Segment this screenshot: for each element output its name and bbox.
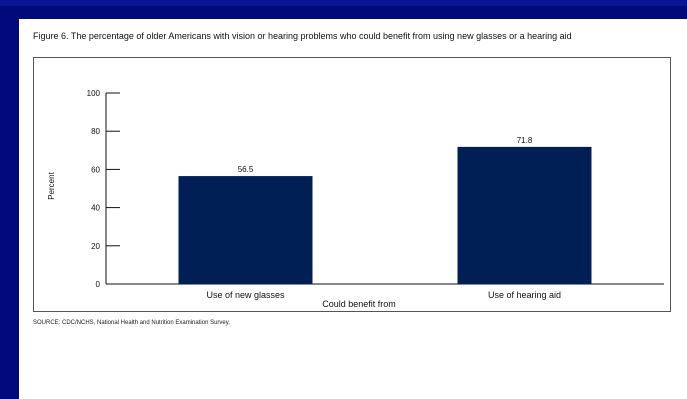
- bar-chart: 0 20 40 60 80 100 56.5 Use of new glasses 71.8 U…: [47, 89, 664, 309]
- x-axis-label: Could benefit from: [322, 299, 396, 309]
- y-tick-label: 60: [91, 165, 100, 174]
- y-tick-label: 40: [91, 204, 100, 213]
- bar-data-label: 71.8: [517, 136, 533, 145]
- x-category-label: Use of hearing aid: [488, 290, 561, 300]
- source-note: SOURCE: CDC/NCHS, National Health and Nu…: [33, 320, 230, 326]
- figure-title: Figure 6. The percentage of older Americ…: [33, 31, 572, 41]
- slide: Figure 6. The percentage of older Americ…: [19, 19, 687, 399]
- y-tick-label: 80: [91, 127, 100, 136]
- x-category-label: Use of new glasses: [206, 290, 285, 300]
- y-tick-label: 100: [87, 89, 101, 98]
- y-tick-label: 0: [96, 280, 101, 289]
- bar-data-label: 56.5: [238, 165, 254, 174]
- y-axis-label: Percent: [47, 171, 56, 199]
- plot-frame: 0 20 40 60 80 100 56.5 Use of new glasses 71.8 U…: [33, 57, 671, 312]
- bar: [457, 146, 592, 284]
- y-tick-label: 20: [91, 242, 100, 251]
- bar: [178, 176, 313, 284]
- top-bar: [0, 0, 687, 6]
